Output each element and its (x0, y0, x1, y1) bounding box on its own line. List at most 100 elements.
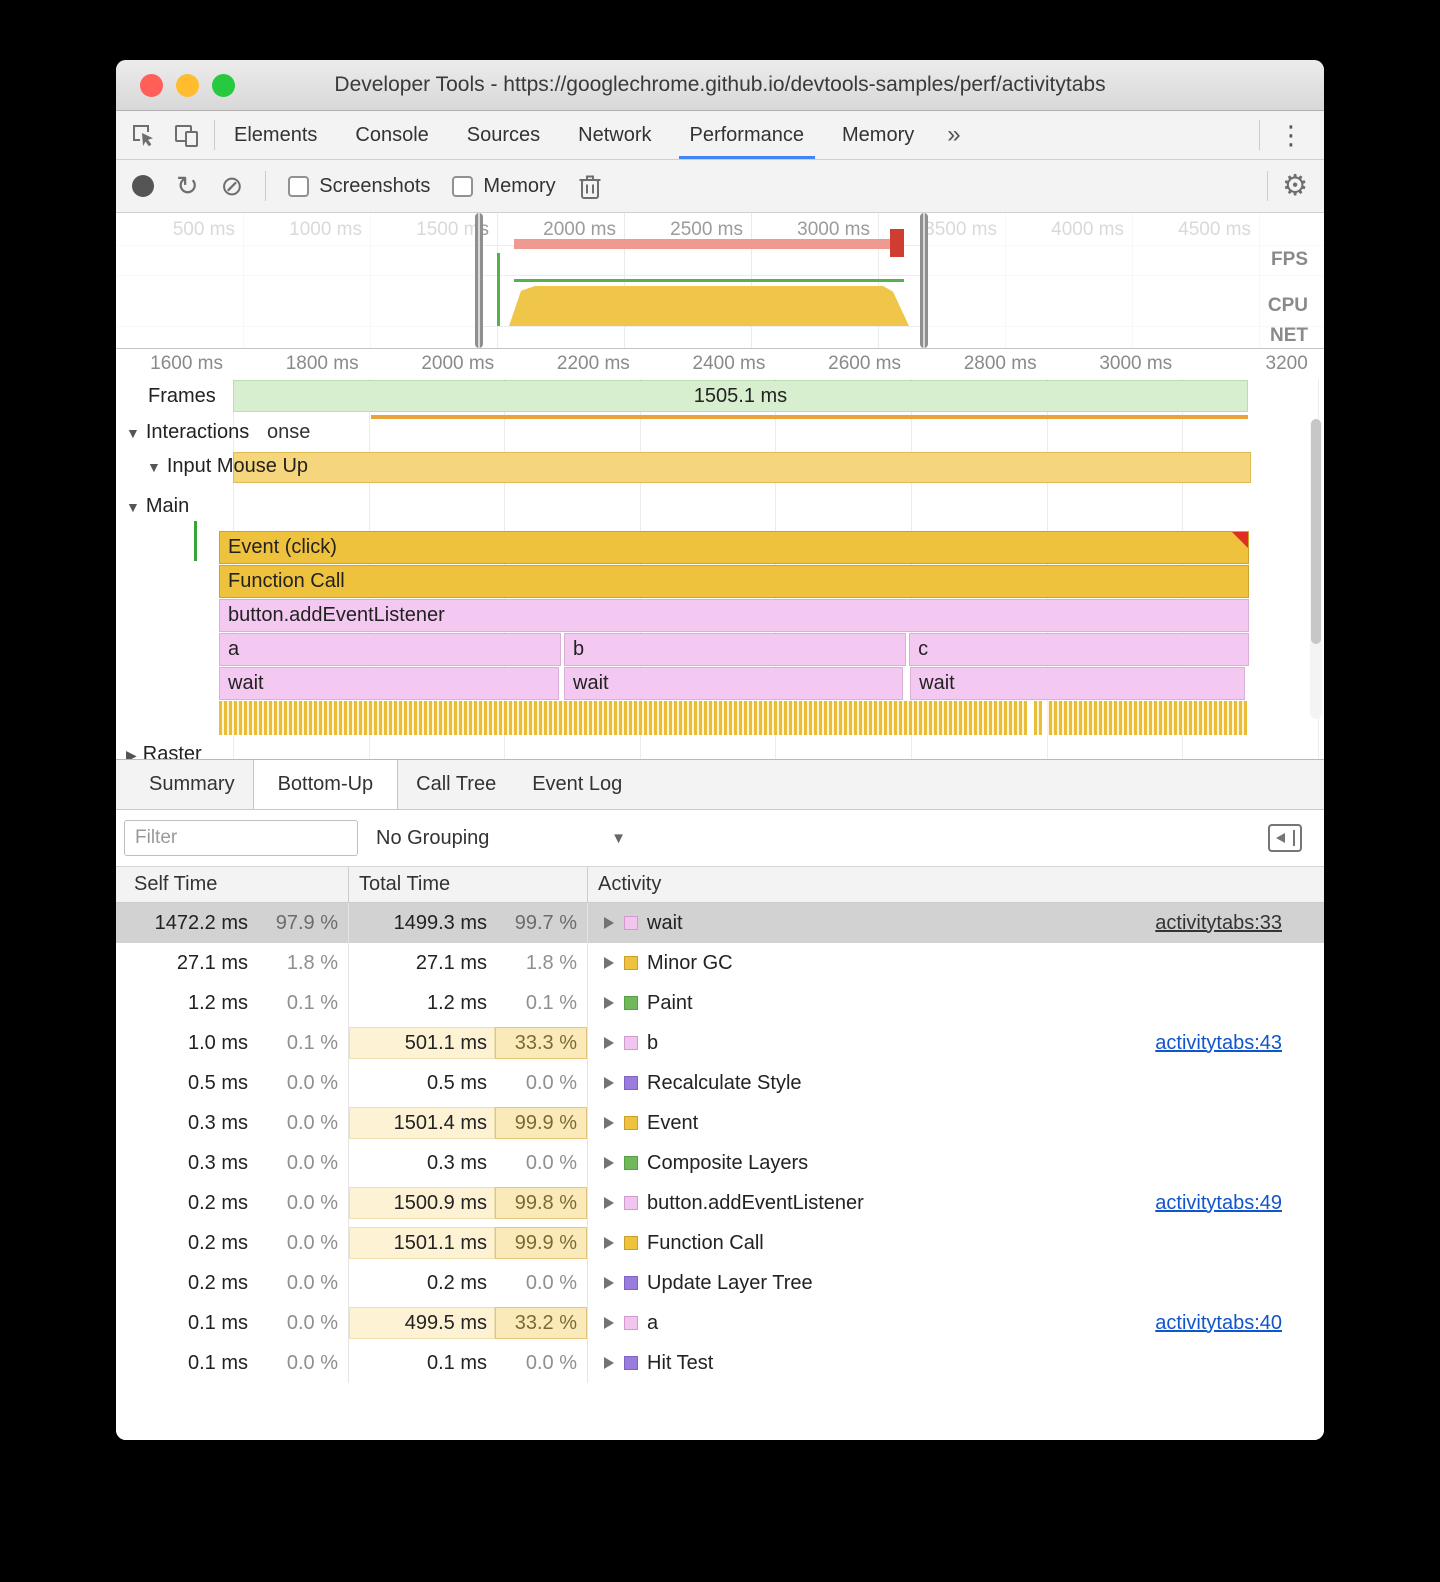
self-time-cell: 0.1 ms 0.0 % (116, 1343, 349, 1383)
tab-console[interactable]: Console (355, 123, 429, 146)
table-row[interactable]: 1.0 ms 0.1 % 501.1 ms 33.3 % b activitytabs:4… (116, 1023, 1324, 1063)
table-row[interactable]: 0.1 ms 0.0 % 499.5 ms 33.2 % a activitytabs:4… (116, 1303, 1324, 1343)
tabbar-right-separator (1259, 120, 1260, 150)
tab-summary[interactable]: Summary (149, 773, 235, 795)
net-track-label: NET (1270, 325, 1308, 346)
input-mouse-up-bar[interactable] (233, 452, 1251, 483)
self-time-header[interactable]: Self Time (116, 867, 349, 902)
activity-label: Update Layer Tree (647, 1271, 813, 1294)
clear-icon[interactable]: ⊘ (220, 170, 244, 201)
screenshots-option: Screenshots (288, 175, 430, 198)
device-toolbar-icon[interactable] (173, 122, 200, 149)
selection-handle-left[interactable] (475, 213, 483, 348)
flame-event-c[interactable]: c (909, 633, 1249, 666)
input-mouse-up-label[interactable]: ▼ Input Mouse Up (147, 455, 309, 477)
tab-sources[interactable]: Sources (466, 123, 541, 146)
frames-bar[interactable]: 1505.1 ms (233, 380, 1248, 412)
activity-cell: Paint (588, 983, 1324, 1023)
table-row[interactable]: 0.5 ms 0.0 % 0.5 ms 0.0 % Recalculate Style (116, 1063, 1324, 1103)
expand-icon[interactable] (604, 917, 614, 929)
collapse-icon: ▼ (147, 459, 161, 475)
tab-elements[interactable]: Elements (234, 123, 318, 146)
flame-event-b[interactable]: b (564, 633, 906, 666)
expand-icon[interactable] (604, 1277, 614, 1289)
activity-cell: Function Call (588, 1223, 1324, 1263)
show-heaviest-stack-icon[interactable] (1268, 824, 1302, 852)
expand-icon[interactable] (604, 1357, 614, 1369)
gear-icon[interactable]: ⚙ (1282, 169, 1308, 202)
flame-event-wait[interactable]: wait (564, 667, 903, 700)
screenshots-checkbox[interactable] (288, 175, 310, 197)
traffic-lights (140, 74, 235, 97)
category-swatch (624, 1276, 638, 1290)
reload-icon[interactable]: ↻ (176, 170, 199, 201)
toolbar-separator (265, 171, 267, 201)
table-row[interactable]: 1.2 ms 0.1 % 1.2 ms 0.1 % Paint (116, 983, 1324, 1023)
minimize-window-button[interactable] (176, 74, 199, 97)
expand-icon[interactable] (604, 1317, 614, 1329)
expand-icon[interactable] (604, 1077, 614, 1089)
trash-icon[interactable] (578, 173, 602, 200)
zoom-window-button[interactable] (212, 74, 235, 97)
details-panel: Summary Bottom-Up Call Tree Event Log No Gr… (116, 760, 1324, 1440)
source-link[interactable]: activitytabs:33 (1155, 911, 1282, 934)
total-time-percent: 0.0 % (525, 1072, 577, 1094)
category-swatch (624, 1076, 638, 1090)
tab-network[interactable]: Network (578, 123, 652, 146)
expand-icon[interactable] (604, 1037, 614, 1049)
details-tabbar: Summary Bottom-Up Call Tree Event Log (116, 760, 1324, 810)
source-link[interactable]: activitytabs:49 (1155, 1191, 1282, 1214)
tab-call-tree[interactable]: Call Tree (416, 773, 497, 795)
table-row[interactable]: 1472.2 ms 97.9 % 1499.3 ms 99.7 % wait activi… (116, 903, 1324, 943)
expand-icon[interactable] (604, 1197, 614, 1209)
tab-bottom-up[interactable]: Bottom-Up (252, 760, 399, 809)
stripe-gap (1027, 701, 1034, 735)
table-row[interactable]: 0.2 ms 0.0 % 0.2 ms 0.0 % Update Layer Tree (116, 1263, 1324, 1303)
selection-handle-right[interactable] (920, 213, 928, 348)
table-row[interactable]: 0.3 ms 0.0 % 1501.4 ms 99.9 % Event (116, 1103, 1324, 1143)
activity-header[interactable]: Activity (598, 873, 662, 895)
table-row[interactable]: 27.1 ms 1.8 % 27.1 ms 1.8 % Minor GC (116, 943, 1324, 983)
flame-scrollbar-thumb[interactable] (1311, 419, 1321, 644)
grouping-select[interactable]: No Grouping ▼ (376, 827, 626, 850)
flame-event-wait[interactable]: wait (910, 667, 1245, 700)
close-window-button[interactable] (140, 74, 163, 97)
flame-event-function-call[interactable]: Function Call (219, 565, 1249, 598)
flame-event-wait[interactable]: wait (219, 667, 559, 700)
main-track-header[interactable]: ▼ Main (126, 495, 190, 517)
flame-event-event-click-[interactable]: Event (click) (219, 531, 1249, 564)
inspect-element-icon[interactable] (130, 122, 157, 149)
record-icon[interactable] (132, 175, 154, 197)
expand-icon[interactable] (604, 1157, 614, 1169)
filter-input[interactable] (124, 820, 358, 856)
source-link[interactable]: activitytabs:40 (1155, 1311, 1282, 1334)
raster-track-header[interactable]: ▶ Raster (126, 743, 202, 759)
total-time-cell: 501.1 ms 33.3 % (349, 1023, 588, 1063)
expand-icon[interactable] (604, 997, 614, 1009)
expand-icon[interactable] (604, 1117, 614, 1129)
kebab-menu-icon[interactable]: ⋮ (1278, 119, 1304, 150)
memory-checkbox[interactable] (452, 175, 474, 197)
flame-time-label: 2400 ms (692, 353, 766, 374)
memory-label: Memory (483, 174, 556, 197)
tab-memory[interactable]: Memory (842, 123, 915, 146)
source-link[interactable]: activitytabs:43 (1155, 1031, 1282, 1054)
flame-event-button-addeventlistener[interactable]: button.addEventListener (219, 599, 1249, 632)
flame-scrollbar[interactable] (1310, 419, 1322, 719)
table-header: Self Time Total Time Activity (116, 866, 1324, 903)
table-row[interactable]: 0.2 ms 0.0 % 1500.9 ms 99.8 % button.addEven… (116, 1183, 1324, 1223)
flame-event-a[interactable]: a (219, 633, 561, 666)
total-time-header[interactable]: Total Time (349, 867, 588, 902)
more-tabs-icon[interactable]: » (947, 121, 961, 148)
tab-performance[interactable]: Performance (671, 111, 824, 159)
expand-icon[interactable] (604, 1237, 614, 1249)
table-row[interactable]: 0.3 ms 0.0 % 0.3 ms 0.0 % Composite Layers (116, 1143, 1324, 1183)
table-row[interactable]: 0.2 ms 0.0 % 1501.1 ms 99.9 % Function Call (116, 1223, 1324, 1263)
table-row[interactable]: 0.1 ms 0.0 % 0.1 ms 0.0 % Hit Test (116, 1343, 1324, 1383)
expand-icon[interactable] (604, 957, 614, 969)
flame-chart[interactable]: 1600 ms 1800 ms 2000 ms 2200 ms 2400 ms 2600 … (116, 349, 1324, 760)
interactions-track-header[interactable]: ▼ Interactions (126, 421, 250, 443)
flame-row: Event (click) (219, 531, 1249, 564)
tab-event-log[interactable]: Event Log (532, 773, 623, 795)
